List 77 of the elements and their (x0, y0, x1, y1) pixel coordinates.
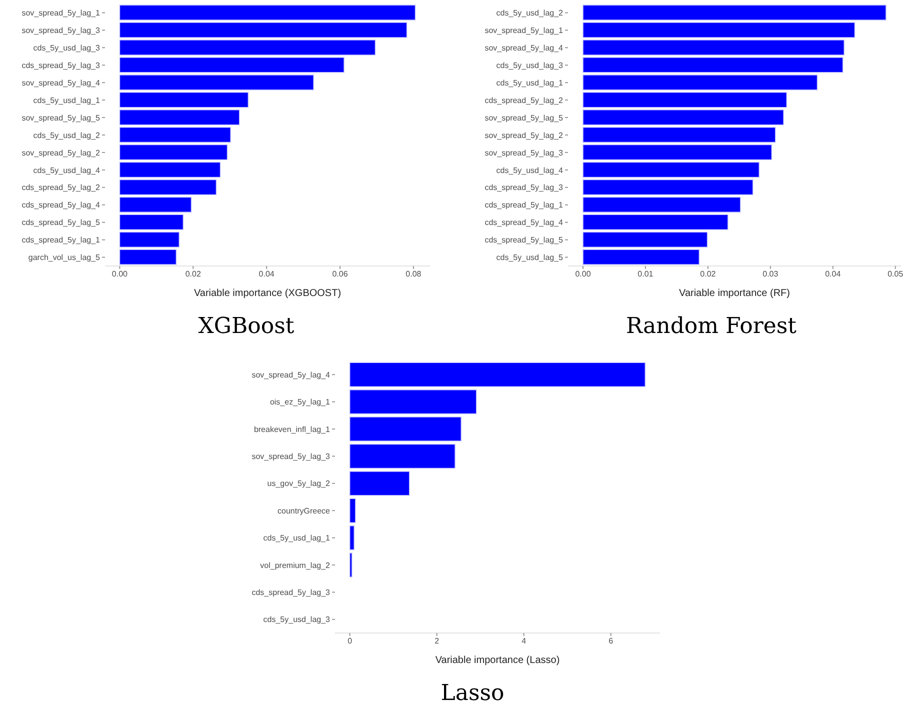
y-tick-label: cds_5y_usd_lag_2 (33, 130, 101, 140)
y-tick-label: sov_spread_5y_lag_3 (484, 148, 564, 158)
bar (349, 444, 456, 469)
x-tick-label: 0 (348, 636, 353, 646)
y-tick-label: cds_spread_5y_lag_3 (484, 183, 564, 192)
bar (119, 179, 217, 196)
y-tick-label: sov_spread_5y_lag_5 (22, 113, 101, 122)
bar (582, 144, 772, 160)
x-tick-label: 0.01 (638, 270, 654, 279)
x-tick-label: 2 (434, 636, 440, 646)
x-tick-label: 0.00 (112, 270, 128, 279)
text: Random Forest (624, 314, 798, 339)
bar (349, 525, 355, 550)
bar (349, 416, 462, 442)
y-tick-label: garch_vol_us_lag_5 (28, 253, 101, 262)
bar (349, 471, 410, 496)
y-tick-label: sov_spread_5y_lag_4 (22, 78, 101, 88)
y-tick-label: cds_5y_usd_lag_1 (263, 534, 331, 543)
y-tick-label: sov_spread_5y_lag_1 (484, 26, 564, 36)
y-tick-label: sov_spread_5y_lag_5 (484, 113, 564, 122)
y-tick-label: cds_5y_usd_lag_4 (496, 166, 564, 175)
x-tick-label: 4 (522, 636, 527, 646)
y-tick-label: sov_spread_5y_lag_1 (22, 8, 101, 18)
x-tick-label: 0.04 (825, 270, 842, 279)
y-tick-label: cds_spread_5y_lag_3 (252, 588, 331, 598)
y-tick-label: cds_5y_usd_lag_1 (33, 96, 101, 105)
y-tick-label: countryGreece (278, 506, 331, 516)
bar (119, 126, 231, 143)
y-tick-label: breakeven_infl_lag_1 (254, 424, 331, 434)
x-tick-label: 0.05 (888, 270, 904, 279)
x-axis-title: Variable importance (RF) (679, 288, 790, 299)
y-tick-label: cds_spread_5y_lag_4 (484, 218, 564, 228)
bar (349, 498, 356, 524)
y-tick-label: ois_ez_5y_lag_1 (270, 398, 331, 407)
y-tick-label: cds_spread_5y_lag_5 (22, 218, 101, 228)
x-tick-label: 0.06 (332, 270, 348, 279)
y-tick-label: sov_spread_5y_lag_2 (484, 130, 564, 140)
y-tick-label: cds_spread_5y_lag_4 (22, 200, 101, 210)
bar (582, 126, 776, 143)
bar (119, 162, 221, 178)
y-tick-label: sov_spread_5y_lag_3 (252, 452, 331, 462)
bar (119, 144, 228, 160)
x-axis-title: Variable importance (XGBOOST) (194, 288, 342, 299)
y-tick-label: cds_spread_5y_lag_2 (484, 96, 564, 105)
bar (582, 162, 760, 178)
y-tick-label: cds_5y_usd_lag_3 (263, 615, 331, 624)
y-tick-label: cds_5y_usd_lag_1 (496, 78, 564, 88)
y-tick-label: sov_spread_5y_lag_4 (484, 44, 564, 53)
y-tick-label: us_gov_5y_lag_2 (267, 479, 331, 488)
x-tick-label: 0.03 (762, 270, 779, 279)
text: XGBoost (197, 314, 296, 339)
y-tick-label: cds_spread_5y_lag_3 (22, 60, 101, 70)
x-tick-label: 0.02 (700, 270, 716, 279)
x-tick-label: 6 (608, 636, 614, 646)
x-axis-title: Variable importance (Lasso) (435, 655, 560, 666)
x-tick-label: 0.04 (258, 270, 275, 279)
y-tick-label: sov_spread_5y_lag_4 (252, 370, 331, 380)
x-tick-label: 0.00 (575, 270, 592, 279)
y-tick-label: cds_5y_usd_lag_4 (33, 166, 101, 175)
bar (349, 389, 477, 414)
y-tick-label: cds_5y_usd_lag_3 (33, 44, 101, 53)
y-tick-label: sov_spread_5y_lag_3 (22, 26, 101, 36)
text: Lasso (440, 681, 506, 706)
x-tick-label: 0.02 (185, 270, 202, 279)
y-tick-label: cds_spread_5y_lag_1 (484, 200, 564, 210)
y-tick-label: cds_spread_5y_lag_2 (22, 183, 101, 192)
y-tick-label: cds_5y_usd_lag_2 (496, 8, 564, 18)
bar (582, 179, 754, 196)
y-tick-label: cds_spread_5y_lag_1 (22, 236, 101, 245)
y-tick-label: cds_5y_usd_lag_5 (496, 253, 564, 262)
x-tick-label: 0.08 (406, 270, 422, 279)
bar (349, 552, 352, 578)
bar (349, 362, 646, 388)
y-tick-label: cds_spread_5y_lag_5 (484, 236, 564, 245)
y-tick-label: cds_5y_usd_lag_3 (496, 60, 564, 70)
y-tick-label: vol_premium_lag_2 (260, 560, 331, 570)
y-tick-label: sov_spread_5y_lag_2 (22, 148, 101, 158)
